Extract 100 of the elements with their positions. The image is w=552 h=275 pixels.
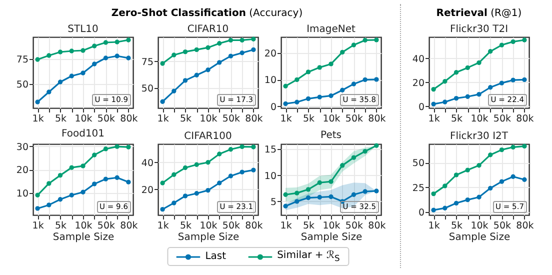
point [317, 65, 322, 70]
point [69, 165, 74, 170]
point [351, 192, 356, 197]
point [454, 200, 459, 206]
point [217, 152, 222, 156]
point [35, 192, 40, 198]
x-tick-label: 10k [470, 220, 489, 232]
point [126, 144, 131, 150]
point [160, 61, 165, 66]
x-tick-label: 80k [120, 114, 138, 124]
point [522, 38, 527, 42]
legend-label: Similar + ℛ$_{S}$ [277, 250, 340, 263]
point [228, 38, 234, 43]
x-tick-label: 5k [55, 114, 68, 124]
point [240, 144, 244, 150]
point [283, 101, 288, 106]
x-tick-label: 80k [120, 220, 138, 232]
x-tick-label: 50k [97, 220, 116, 232]
point [374, 38, 379, 42]
text: (R@1) [490, 8, 522, 19]
point [46, 53, 52, 58]
point [206, 160, 210, 165]
point [182, 194, 188, 198]
point [476, 92, 482, 97]
point [80, 70, 86, 76]
point [69, 74, 74, 78]
x-tick-label: 50k [493, 220, 512, 232]
x-tick-label: 10k [74, 220, 93, 232]
y-tick-label: 10 [264, 75, 276, 86]
point [488, 186, 493, 191]
point [58, 50, 63, 54]
point [374, 143, 379, 148]
x-tick-label: 10k [200, 114, 218, 124]
y-tick-label: 10 [264, 170, 276, 182]
point [283, 192, 288, 197]
point [317, 194, 322, 200]
x-tick-label: 80k [368, 114, 386, 124]
y-tick-label: 30 [16, 142, 28, 153]
point [35, 57, 40, 62]
point [283, 84, 288, 88]
x-tick-label: 1k [157, 114, 170, 124]
x-axis-title: Sample Size [178, 232, 240, 243]
x-tick-label: 5k [180, 114, 192, 124]
point [328, 93, 334, 98]
point [431, 102, 436, 106]
point [488, 152, 493, 158]
point [172, 88, 176, 94]
x-tick-label: 1k [280, 220, 292, 232]
point [306, 187, 311, 192]
point [160, 206, 165, 212]
x-tick-label: 50k [222, 114, 241, 124]
point [58, 80, 63, 84]
point [217, 60, 222, 65]
x-tick-label: 5k [55, 220, 68, 232]
point [340, 88, 345, 92]
point [442, 184, 448, 188]
point [510, 39, 516, 44]
point [442, 79, 448, 84]
point [431, 191, 436, 196]
point [499, 147, 504, 152]
point [317, 94, 322, 100]
x-axis-title: Sample Size [52, 232, 114, 243]
point [114, 54, 120, 58]
y-tick-label: 0 [418, 208, 424, 219]
point [206, 45, 210, 50]
point [510, 174, 516, 179]
y-tick-label: 75 [16, 54, 28, 66]
point [114, 40, 120, 44]
point [103, 146, 108, 152]
point [362, 38, 368, 43]
point [442, 206, 448, 210]
text: Retrieval [436, 8, 488, 19]
point [283, 204, 288, 208]
point [240, 38, 244, 43]
point [80, 190, 86, 194]
x-tick-label: 50k [493, 114, 512, 124]
point [362, 148, 368, 154]
point [465, 94, 470, 99]
y-tick-label: 15 [264, 144, 276, 156]
point [454, 96, 459, 101]
y-tick-label: 20 [16, 165, 28, 176]
point [92, 152, 97, 158]
point [294, 100, 300, 104]
point [328, 179, 334, 184]
x-tick-label: 80k [245, 220, 264, 232]
y-tick-label: 40 [141, 158, 154, 169]
chart-title: CIFAR10 [187, 24, 229, 35]
point [103, 56, 108, 60]
x-tick-label: 1k [32, 114, 44, 124]
point [69, 192, 74, 198]
point [328, 62, 334, 66]
point [194, 47, 199, 52]
point [228, 147, 234, 152]
chart-title: Food101 [61, 128, 105, 140]
point [69, 48, 74, 54]
point [431, 86, 436, 92]
x-tick-label: 10k [200, 220, 218, 232]
point [499, 80, 504, 86]
point [46, 202, 52, 208]
y-tick-label: 20 [264, 48, 276, 60]
